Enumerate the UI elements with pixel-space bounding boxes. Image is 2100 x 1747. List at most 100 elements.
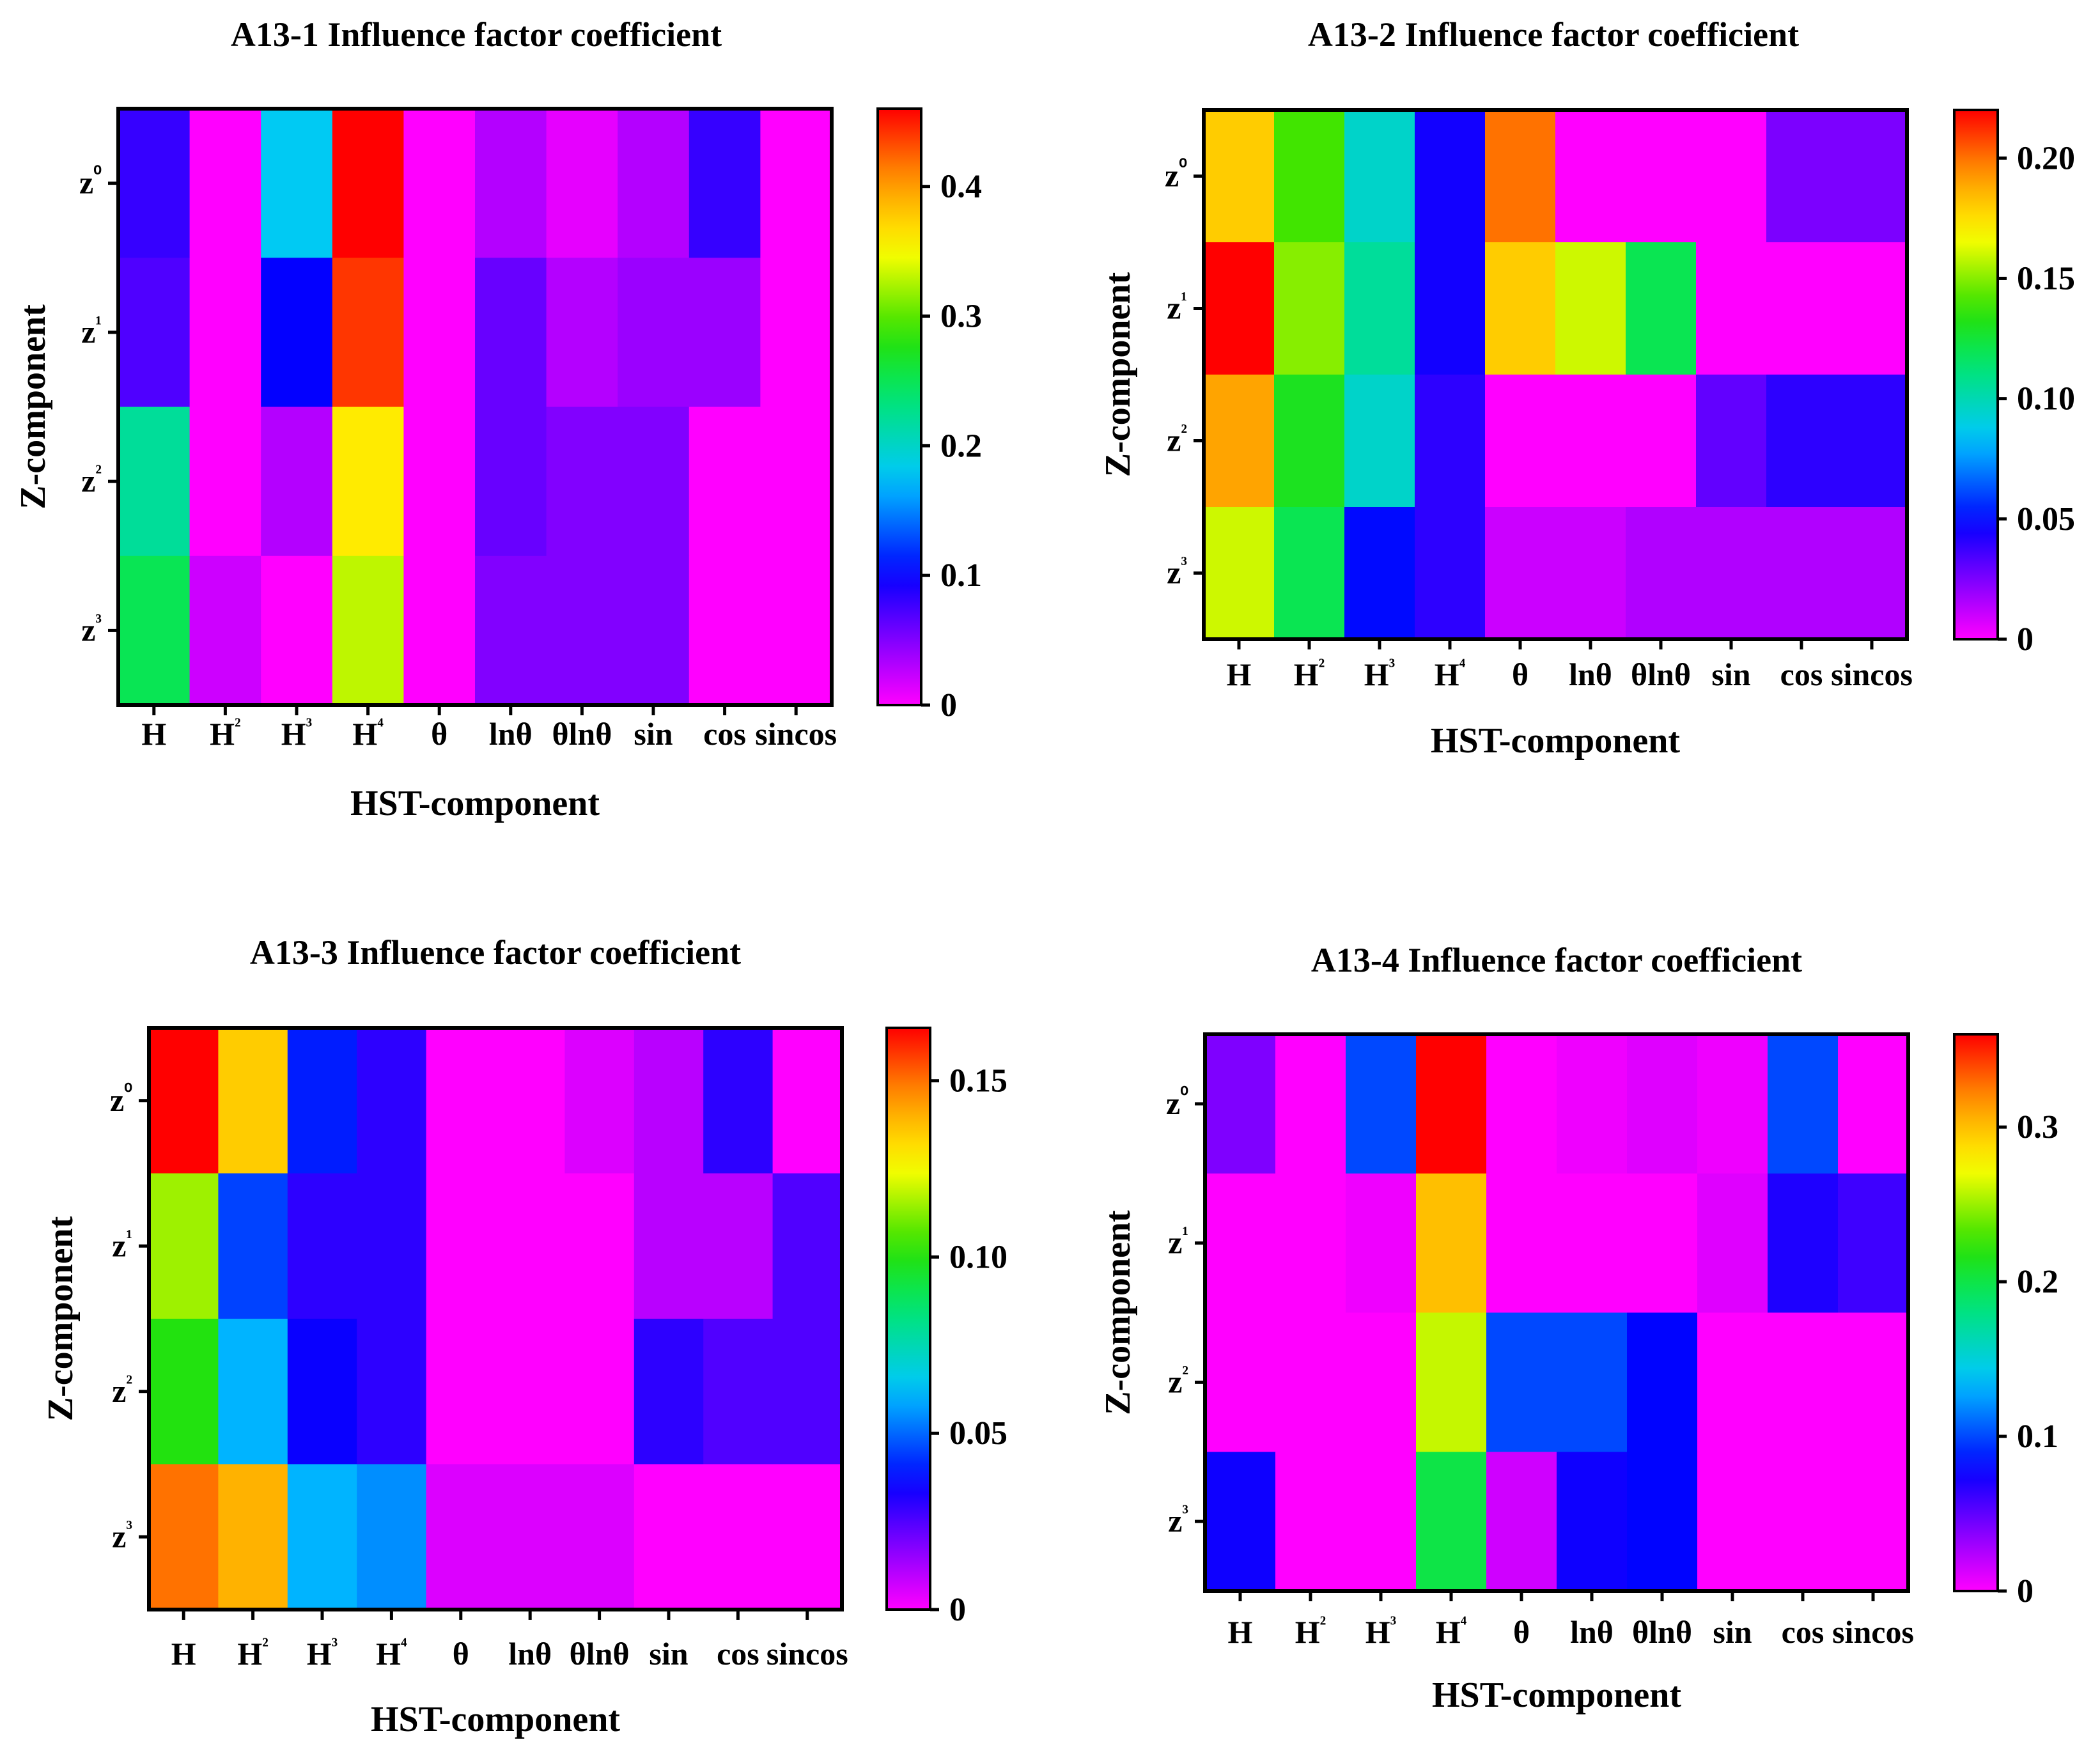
heatmap-cell bbox=[357, 1173, 427, 1319]
heatmap-cell bbox=[1837, 242, 1908, 375]
heatmap-cell bbox=[1416, 1034, 1487, 1174]
colorbar-tick-label: 0.15 bbox=[2017, 260, 2075, 297]
heatmap-cell bbox=[1346, 1312, 1417, 1452]
y-axis-title: Z-component bbox=[41, 1216, 81, 1421]
heatmap-cell bbox=[426, 1464, 496, 1610]
heatmap-cell bbox=[1557, 1452, 1628, 1592]
heatmap-cell bbox=[149, 1319, 219, 1465]
heatmap-cell bbox=[118, 258, 191, 408]
heatmap-cell bbox=[403, 258, 476, 408]
heatmap-cell bbox=[688, 555, 761, 706]
heatmap-cell bbox=[1416, 1173, 1487, 1314]
heatmap-cell bbox=[1416, 1312, 1487, 1452]
heatmap-cell bbox=[1415, 507, 1486, 640]
heatmap-cell bbox=[1486, 1312, 1557, 1452]
heatmap-cell bbox=[149, 1028, 219, 1174]
heatmap-cell bbox=[1696, 110, 1767, 243]
x-tick-label: H bbox=[1227, 656, 1252, 692]
heatmap-cell bbox=[332, 407, 404, 557]
heatmap-cell bbox=[618, 407, 690, 557]
plot-border bbox=[1203, 1032, 1910, 1593]
heatmap-cell bbox=[772, 1173, 843, 1319]
colorbar-tick-label: 0.1 bbox=[2017, 1418, 2058, 1455]
heatmap-cell bbox=[218, 1173, 288, 1319]
heatmap-panel: A13-1 Influence factor coefficient H H² H³ H… bbox=[13, 15, 982, 823]
colorbar bbox=[1953, 1033, 1999, 1592]
x-tick-label: H⁴ bbox=[1435, 654, 1466, 692]
heatmap-cell bbox=[1274, 507, 1345, 640]
heatmap-cell bbox=[1415, 242, 1486, 375]
heatmap-cell bbox=[1837, 110, 1908, 243]
heatmap-cell bbox=[703, 1173, 774, 1319]
x-tick-label: H⁴ bbox=[1436, 1611, 1467, 1650]
heatmap-cell bbox=[1275, 1173, 1346, 1314]
x-tick-label: H⁴ bbox=[352, 713, 384, 752]
colorbar bbox=[1953, 109, 1999, 641]
colorbar-tick-label: 0 bbox=[940, 687, 957, 724]
y-axis-title: Z-component bbox=[1098, 272, 1138, 477]
x-tick-label: θ bbox=[1512, 656, 1528, 692]
x-tick-label: H bbox=[1228, 1614, 1253, 1650]
heatmap-cell bbox=[1555, 242, 1626, 375]
heatmap-cell bbox=[703, 1464, 774, 1610]
heatmap-cell bbox=[564, 1028, 635, 1174]
x-tick-label: θlnθ bbox=[552, 716, 612, 752]
heatmap-cell bbox=[1627, 1452, 1698, 1592]
colorbar-tick-label: 0.2 bbox=[2017, 1264, 2058, 1300]
y-tick-label: z³ bbox=[1168, 1500, 1188, 1539]
heatmap-cell bbox=[332, 258, 404, 408]
y-tick-label: z⁰ bbox=[1165, 155, 1187, 194]
heatmap-cell bbox=[189, 407, 261, 557]
colorbar-tick-label: 0.3 bbox=[2017, 1109, 2058, 1145]
heatmap-cell bbox=[1696, 507, 1767, 640]
heatmap-cell bbox=[1274, 242, 1345, 375]
colorbar bbox=[876, 107, 922, 706]
heatmap-cell bbox=[357, 1464, 427, 1610]
x-tick-label: lnθ bbox=[489, 716, 533, 752]
heatmap-cell bbox=[1768, 1173, 1839, 1314]
chart-title: A13-1 Influence factor coefficient bbox=[231, 15, 722, 54]
heatmap-cell bbox=[634, 1173, 704, 1319]
heatmap-cell bbox=[1768, 1452, 1839, 1592]
colorbar-tick-label: 0 bbox=[949, 1592, 966, 1628]
heatmap-cell bbox=[618, 258, 690, 408]
heatmap-cell bbox=[426, 1319, 496, 1465]
heatmap-cell bbox=[688, 258, 761, 408]
x-tick-label: lnθ bbox=[1569, 656, 1612, 692]
heatmap-cell bbox=[261, 258, 333, 408]
heatmap-cell bbox=[118, 407, 191, 557]
x-tick-label: sin bbox=[634, 716, 673, 752]
heatmap-cell bbox=[1415, 375, 1486, 508]
heatmap-cell bbox=[189, 109, 261, 258]
heatmap-cell bbox=[1838, 1452, 1909, 1592]
colorbar-tick-label: 0.3 bbox=[940, 299, 982, 335]
x-tick-label: θlnθ bbox=[570, 1636, 630, 1672]
y-tick-label: z² bbox=[1168, 1361, 1188, 1399]
x-tick-label: lnθ bbox=[1570, 1614, 1614, 1650]
y-tick-label: z¹ bbox=[81, 311, 102, 350]
heatmap-cell bbox=[495, 1028, 565, 1174]
heatmap-cell bbox=[118, 109, 191, 258]
colorbar-tick-label: 0.10 bbox=[949, 1239, 1007, 1275]
heatmap-cell bbox=[1555, 110, 1626, 243]
x-tick-label: sin bbox=[1713, 1614, 1752, 1650]
heatmap-cell bbox=[1626, 242, 1697, 375]
heatmap-cell bbox=[546, 555, 618, 706]
colorbar-tick-label: 0.2 bbox=[940, 428, 982, 464]
colorbar-tick-label: 0.05 bbox=[2017, 501, 2075, 538]
heatmap-cell bbox=[287, 1173, 357, 1319]
heatmap-cell bbox=[1838, 1312, 1909, 1452]
heatmap-cell bbox=[1344, 375, 1415, 508]
heatmap-cell bbox=[618, 109, 690, 258]
plot-border bbox=[116, 107, 834, 707]
heatmap-cell bbox=[1275, 1034, 1346, 1174]
heatmap-cell bbox=[261, 555, 333, 706]
heatmap-cell bbox=[403, 407, 476, 557]
plot-border bbox=[1202, 108, 1909, 641]
x-tick-label: H³ bbox=[1365, 1611, 1397, 1650]
colorbar-tick-label: 0.10 bbox=[2017, 381, 2075, 417]
heatmap-cell bbox=[1205, 1312, 1276, 1452]
heatmap-cell bbox=[1204, 242, 1275, 375]
heatmap-cell bbox=[1697, 1173, 1768, 1314]
heatmap-cell bbox=[1838, 1173, 1909, 1314]
